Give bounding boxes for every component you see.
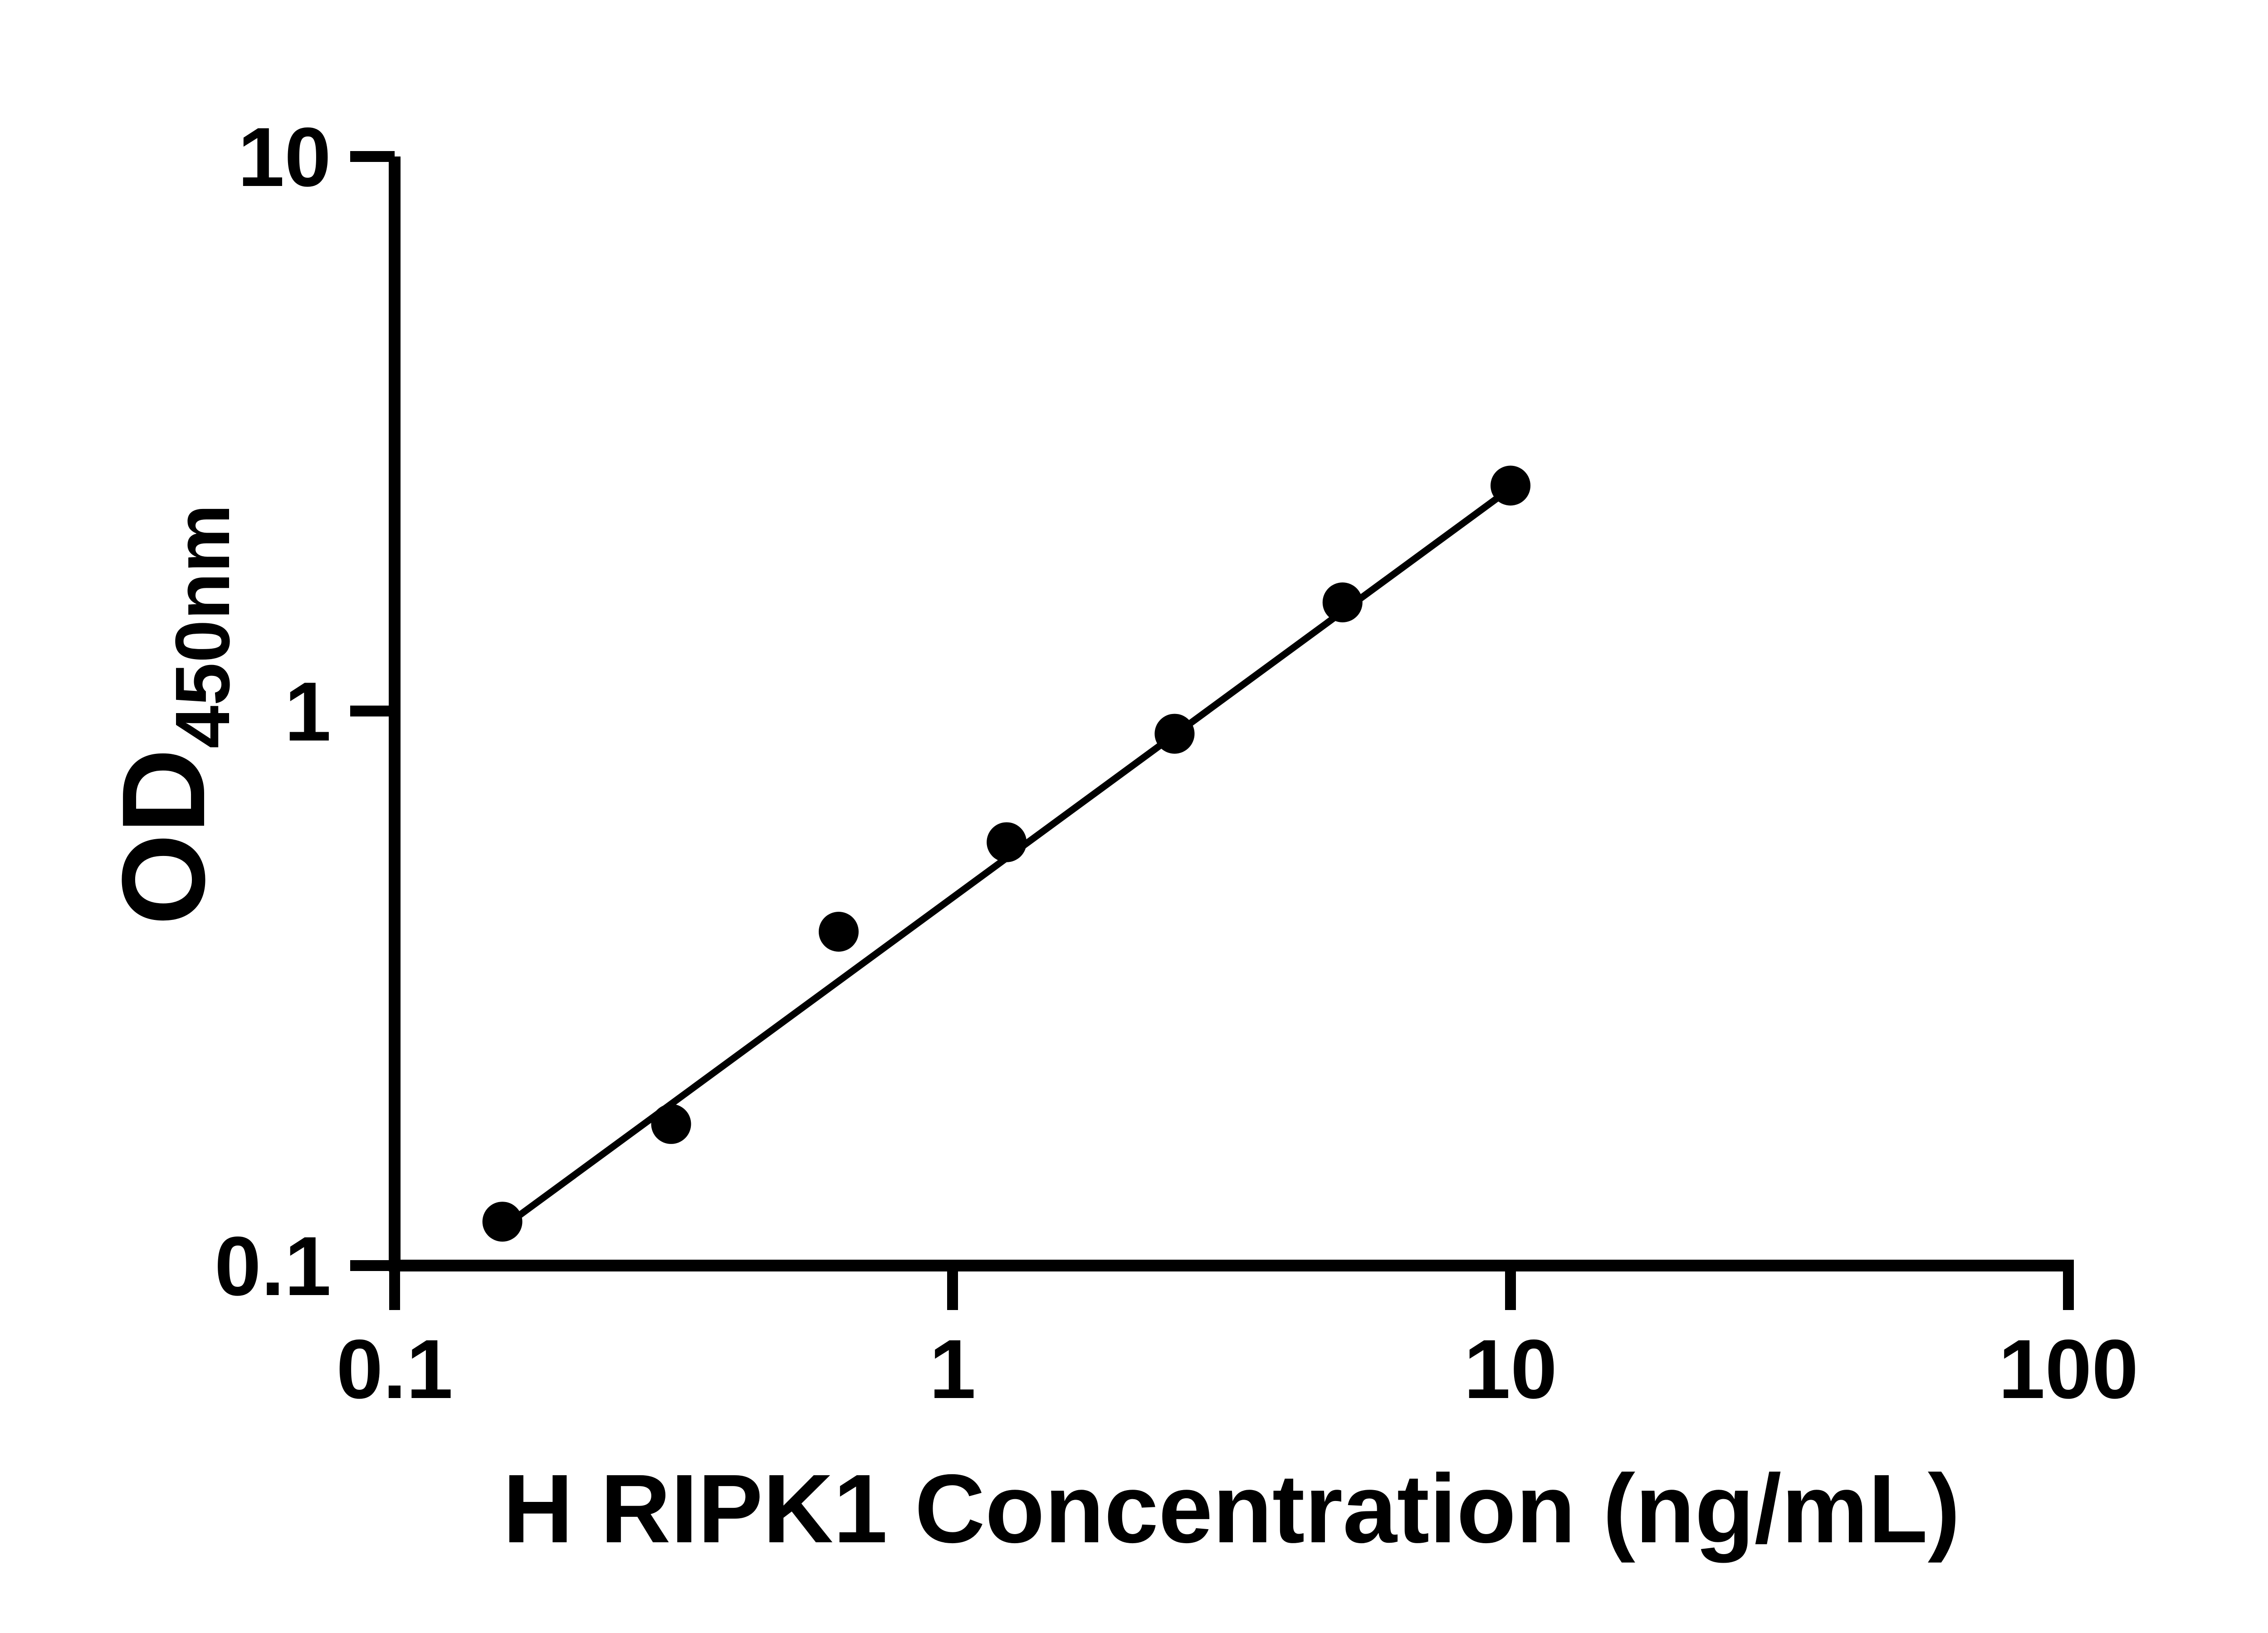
data-point (1154, 714, 1195, 754)
axis-tick-labels: 0.1 1 10 100 0.1 1 10 (215, 111, 2139, 1416)
data-point (818, 911, 859, 952)
axis-ticks (350, 151, 2074, 1310)
y-axis-tick-label: 0.1 (215, 1220, 331, 1313)
x-axis-title: H RIPK1 Concentration (ng/mL) (503, 1454, 1960, 1563)
x-axis-tick-label: 10 (1464, 1323, 1557, 1416)
y-axis-title-subscript: 450nm (160, 504, 246, 748)
data-point (987, 822, 1027, 862)
data-point (1491, 465, 1530, 506)
y-axis-title-main: OD (98, 748, 230, 925)
data-point (651, 1104, 691, 1144)
y-axis-title: OD450nm (98, 504, 246, 925)
x-axis-tick-label: 100 (1999, 1323, 2139, 1416)
y-axis-tick-label: 10 (238, 111, 331, 204)
y-axis-tick-label: 1 (284, 665, 331, 759)
x-axis-tick-label: 1 (929, 1323, 976, 1416)
data-series (482, 465, 1530, 1242)
data-point (1322, 582, 1363, 623)
x-axis-tick-label: 0.1 (336, 1323, 453, 1416)
axes (389, 156, 2074, 1271)
data-point (482, 1202, 523, 1242)
